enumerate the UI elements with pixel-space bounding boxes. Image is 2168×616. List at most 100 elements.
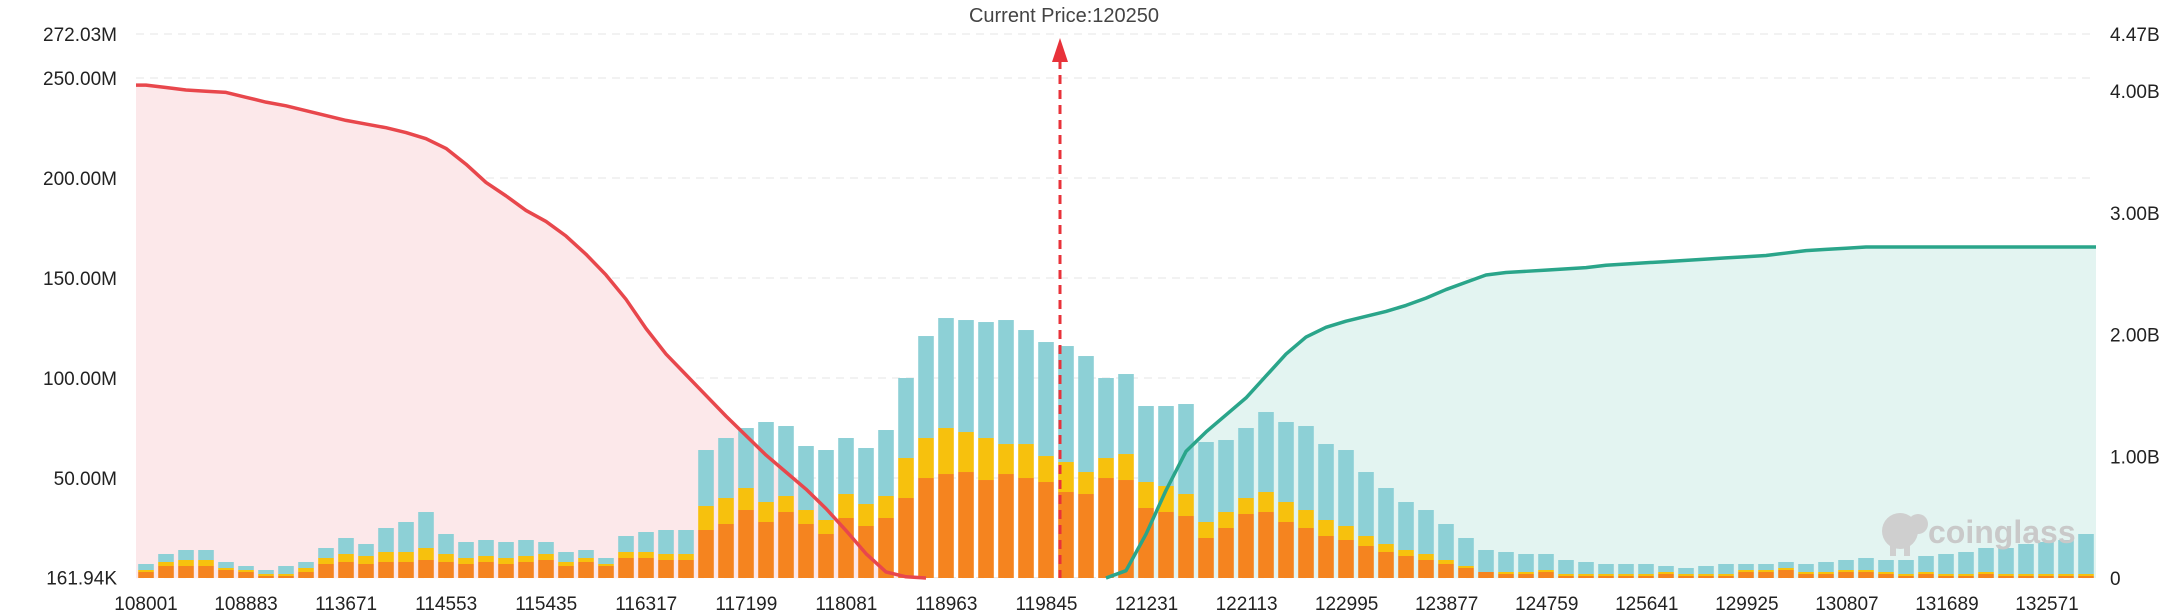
- bar-orange: [1498, 574, 1514, 578]
- bar-orange: [898, 498, 914, 578]
- bar-teal: [1538, 554, 1554, 571]
- bar-teal: [1718, 564, 1734, 575]
- bar-teal: [1478, 550, 1494, 573]
- short-cumulative-line: [136, 83, 927, 580]
- bar-teal: [918, 336, 934, 439]
- bar-orange: [558, 566, 574, 578]
- x-tick-label: 123877: [1415, 594, 1478, 615]
- bar-teal: [1598, 564, 1614, 575]
- bar-teal: [938, 318, 954, 429]
- bar-teal: [1058, 346, 1074, 463]
- bar-yellow: [1858, 570, 1874, 573]
- bar-teal: [1978, 548, 1994, 573]
- bar-orange: [918, 478, 934, 578]
- bar-yellow: [698, 506, 714, 531]
- bar-yellow: [1898, 574, 1914, 577]
- bar-teal: [778, 426, 794, 497]
- x-axis: 108001 108883 113671 114553 115435 116317 1171…: [114, 594, 2078, 615]
- bar-teal: [2018, 544, 2034, 575]
- bar-teal: [618, 536, 634, 553]
- bar-orange: [798, 524, 814, 578]
- bar-teal: [998, 320, 1014, 445]
- bar-teal: [1378, 488, 1394, 545]
- left-tick-label: 150.00M: [43, 269, 117, 290]
- bar-teal: [1938, 554, 1954, 575]
- bar-teal: [718, 438, 734, 499]
- bar-teal: [738, 428, 754, 489]
- bar-orange: [438, 562, 454, 578]
- bar-yellow: [1818, 572, 1834, 575]
- bar-orange: [138, 572, 154, 578]
- bar-yellow: [1138, 482, 1154, 509]
- bar-yellow: [1218, 512, 1234, 529]
- bar-teal: [798, 446, 814, 511]
- bar-yellow: [1938, 574, 1954, 577]
- bar-teal: [1818, 562, 1834, 573]
- bar-teal: [158, 554, 174, 563]
- bar-yellow: [358, 556, 374, 565]
- x-tick-label: 130807: [1815, 594, 1878, 615]
- bar-teal: [1698, 566, 1714, 575]
- bar-yellow: [1798, 572, 1814, 575]
- bar-teal: [678, 530, 694, 555]
- bar-teal: [1878, 560, 1894, 573]
- bar-yellow: [958, 432, 974, 473]
- bar-yellow: [1598, 574, 1614, 577]
- bar-teal: [1018, 330, 1034, 445]
- bar-yellow: [2078, 574, 2094, 577]
- bar-teal: [1658, 566, 1674, 573]
- bar-yellow: [1118, 454, 1134, 481]
- bar-teal: [478, 540, 494, 557]
- left-tick-label: 50.00M: [54, 469, 117, 490]
- bar-yellow: [1038, 456, 1054, 483]
- bar-yellow: [318, 558, 334, 565]
- bar-orange: [1978, 574, 1994, 578]
- bar-orange: [1558, 576, 1574, 578]
- bar-orange: [718, 524, 734, 578]
- bar-orange: [658, 560, 674, 578]
- bar-teal: [318, 548, 334, 559]
- bar-yellow: [1538, 570, 1554, 573]
- x-tick-label: 121231: [1115, 594, 1178, 615]
- left-tick-label: 200.00M: [43, 169, 117, 190]
- left-tick-label: 272.03M: [43, 25, 117, 46]
- bar-teal: [1098, 378, 1114, 459]
- bar-teal: [598, 558, 614, 565]
- cumulative-lines: [136, 83, 2096, 580]
- bar-yellow: [1198, 522, 1214, 539]
- bar-teal: [1498, 552, 1514, 573]
- bar-orange: [318, 564, 334, 578]
- bar-orange: [478, 562, 494, 578]
- bar-orange: [1598, 576, 1614, 578]
- current-price-marker: [1052, 38, 1068, 578]
- bar-teal: [698, 450, 714, 507]
- bar-orange: [1518, 574, 1534, 578]
- bar-yellow: [1078, 472, 1094, 495]
- bar-teal: [338, 538, 354, 555]
- bar-yellow: [438, 554, 454, 563]
- bar-yellow: [258, 574, 274, 577]
- bar-teal: [238, 566, 254, 571]
- bar-teal: [1998, 548, 2014, 575]
- bar-teal: [1518, 554, 1534, 573]
- bar-teal: [2038, 542, 2054, 575]
- bar-orange: [1818, 574, 1834, 578]
- x-tick-label: 108001: [114, 594, 177, 615]
- bar-teal: [1118, 374, 1134, 455]
- bar-yellow: [618, 552, 634, 559]
- bar-yellow: [278, 574, 294, 577]
- bar-teal: [1738, 564, 1754, 571]
- bar-yellow: [838, 494, 854, 519]
- bar-orange: [1078, 494, 1094, 578]
- bar-yellow: [378, 552, 394, 563]
- bar-orange: [778, 512, 794, 578]
- right-axis: 0 1.00B 2.00B 3.00B 4.00B 4.47B: [2110, 25, 2160, 590]
- bar-orange: [1838, 572, 1854, 578]
- bar-yellow: [518, 556, 534, 563]
- bar-teal: [758, 422, 774, 503]
- bar-teal: [838, 438, 854, 495]
- right-tick-label: 4.47B: [2110, 25, 2160, 46]
- bar-yellow: [338, 554, 354, 563]
- bar-orange: [1118, 480, 1134, 578]
- bar-orange: [538, 560, 554, 578]
